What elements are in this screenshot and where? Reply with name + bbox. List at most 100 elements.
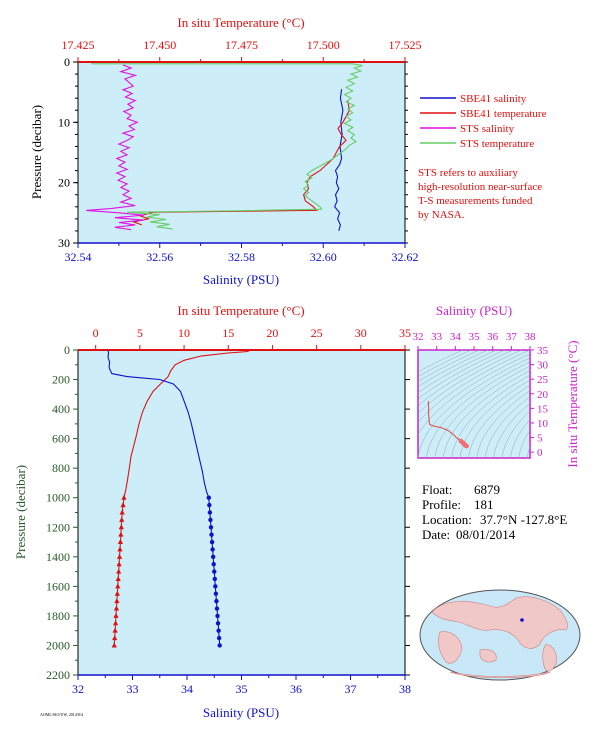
left-tick-label: 800 [52, 461, 70, 475]
temperature-point [112, 627, 118, 633]
bottom-tick-label: 32.58 [228, 250, 255, 264]
isopycnal-lines [418, 350, 530, 458]
date-value: 08/01/2014 [456, 527, 516, 542]
profile-label: Profile: [422, 497, 461, 512]
plot-area [77, 349, 406, 676]
salinity-point [214, 598, 219, 604]
salinity-point [214, 606, 220, 611]
temperature-point [116, 568, 122, 574]
series-line-sbe41-salinity [334, 89, 344, 232]
top-tick-label: 25 [311, 326, 323, 340]
salinity-point [212, 576, 217, 582]
ts-right-axis-title: In situ Temperature (°C) [565, 340, 580, 467]
isopycnal-line [418, 357, 530, 458]
temperature-point [114, 598, 120, 604]
date-label: Date: [422, 527, 450, 542]
top-tick-label: 35 [399, 326, 411, 340]
y-axis-title: Pressure (decibar) [29, 105, 44, 199]
salinity-point [216, 635, 222, 641]
profile-value: 181 [474, 497, 494, 512]
bottom-tick-label: 35 [236, 682, 248, 696]
map-land-antarctica [449, 671, 551, 678]
top-tick-label: 10 [178, 326, 190, 340]
legend-label-sts-temperature: STS temperature [460, 138, 534, 150]
ts-top-axis-title: Salinity (PSU) [436, 303, 512, 318]
temperature-point [120, 502, 126, 508]
ts-top-tick-label: 33 [431, 331, 443, 343]
bottom-tick-label: 36 [290, 682, 302, 696]
left-tick-label: 200 [52, 373, 70, 387]
isopycnal-line [468, 384, 530, 458]
bottom-tick-label: 32.54 [65, 250, 92, 264]
top-tick-label: 20 [266, 326, 278, 340]
note-line-3: T-S measurements funded [418, 195, 533, 207]
temperature-point [117, 546, 123, 552]
temperature-point [118, 524, 124, 530]
plot-area [77, 61, 406, 244]
ts-right-tick-label: 25 [537, 374, 549, 386]
legend-label-sts-salinity: STS salinity [460, 123, 515, 135]
ts-point [464, 443, 469, 449]
left-tick-label: 1400 [46, 550, 70, 564]
ts-right-tick-label: 0 [537, 447, 543, 459]
left-tick-label: 1600 [46, 579, 70, 593]
top-axis-title: In situ Temperature (°C) [177, 15, 304, 30]
salinity-point [207, 510, 213, 515]
float-value: 6879 [474, 482, 500, 497]
ts-top-tick-label: 34 [450, 331, 462, 343]
left-tick-label: 400 [52, 402, 70, 416]
y-axis-title: Pressure (decibar) [13, 465, 28, 559]
left-tick-label: 600 [52, 432, 70, 446]
bottom-tick-label: 32 [72, 682, 84, 696]
note-line-4: by NASA. [418, 209, 465, 221]
note-line-2: high-resolution near-surface [418, 181, 542, 193]
ts-right-tick-label: 30 [537, 360, 549, 372]
isopycnal-line [451, 374, 530, 458]
ts-top-tick-label: 36 [487, 331, 499, 343]
left-tick-label: 0 [64, 55, 70, 69]
salinity-point [217, 643, 222, 648]
float-info: Float: 6879 Profile: 181 Location: 37.7°… [422, 482, 567, 542]
full-profile-chart: 0 5 10 15 20 25 30 35 32 33 34 35 36 37 38 0 200 400 600… [13, 303, 411, 720]
temperature-point [115, 583, 121, 589]
salinity-point [207, 502, 212, 508]
left-tick-label: 2200 [46, 668, 70, 682]
bottom-tick-label: 38 [399, 682, 411, 696]
salinity-point [212, 569, 217, 574]
ts-right-tick-label: 15 [537, 403, 549, 415]
ts-top-tick-label: 37 [506, 331, 518, 343]
float-location-marker [520, 618, 524, 622]
map-land-eurasia-america [431, 596, 568, 649]
ts-top-tick-label: 38 [525, 331, 537, 343]
top-tick-label: 0 [93, 326, 99, 340]
isopycnal-line [418, 350, 463, 373]
salinity-point [209, 532, 214, 537]
salinity-point [206, 495, 211, 500]
temperature-point [114, 590, 120, 596]
isopycnal-line [484, 396, 530, 458]
isopycnal-line [418, 350, 472, 377]
top-tick-label: 5 [137, 326, 143, 340]
top-tick-label: 17.525 [389, 38, 422, 52]
float-label: Float: [422, 482, 452, 497]
near-surface-chart: 17.425 17.450 17.475 17.500 17.525 32.54 32.5… [29, 15, 547, 287]
salinity-point [208, 517, 213, 523]
salinity-point [210, 554, 216, 560]
temperature-point [113, 612, 119, 618]
salinity-point [209, 539, 215, 545]
left-tick-label: 30 [58, 236, 70, 250]
left-tick-label: 0 [64, 343, 70, 357]
temperature-point [119, 509, 125, 515]
isopycnal-line [518, 429, 530, 458]
top-axis-title: In situ Temperature (°C) [177, 303, 304, 318]
top-tick-label: 30 [355, 326, 367, 340]
isopycnal-line [418, 350, 505, 400]
bottom-tick-label: 32.60 [310, 250, 337, 264]
left-tick-label: 1200 [46, 520, 70, 534]
series-line-sts-salinity [86, 64, 144, 231]
temperature-point [113, 605, 120, 611]
footer-tiny-text: AOML/SIO/UW, 2014/8/4 [40, 712, 83, 718]
sts-note: STS refers to auxiliary high-resolution … [418, 167, 542, 221]
isopycnal-line [434, 365, 530, 458]
